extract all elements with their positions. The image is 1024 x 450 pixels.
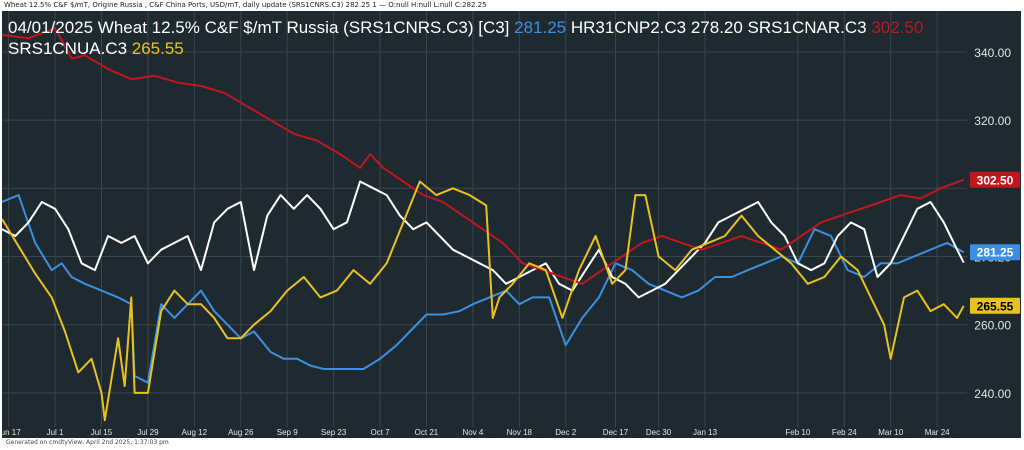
legend-title-text: 04/01/2025 Wheat 12.5% C&F $/mT Russia (… [8,18,514,37]
series-line-srs1cnua-c3 [2,180,965,422]
y-tick-label: 260.00 [974,319,1011,333]
x-tick-label: Nov 4 [462,428,483,437]
legend-value-yellow: 265.55 [132,39,184,58]
x-tick-label: Jul 15 [91,428,113,437]
series-line-hr31cnp2-c3 [2,180,965,299]
x-tick-label: Jan 13 [693,428,718,437]
x-tick-label: Oct 21 [415,428,439,437]
legend-line-1: 04/01/2025 Wheat 12.5% C&F $/mT Russia (… [8,18,923,37]
x-tick-label: Feb 10 [785,428,810,437]
series-layer [2,27,965,422]
x-axis-labels: Jun 17 Jul 1 Jul 15 Jul 29 Aug 12 Aug 26 Sep 9… [2,428,950,437]
legend-value-blue: 281.25 [514,18,566,37]
chart-background [2,11,1021,438]
x-tick-label: Jun 17 [2,428,21,437]
y-tick-label: 320.00 [974,114,1011,128]
last-value-badge [970,171,1020,188]
x-tick-label: Feb 24 [832,428,857,437]
x-tick-label: Dec 17 [603,428,629,437]
x-tick-label: Aug 12 [182,428,208,437]
x-tick-label: Oct 7 [370,428,390,437]
series-line-srs1cnar-c3 [2,27,965,285]
legend-line-2: SRS1CNUA.C3 265.55 [8,39,184,58]
x-tick-label: Sep 9 [277,428,298,437]
last-value-badges: 302.50 281.25 265.55 [970,171,1020,314]
x-gridlines [8,11,938,427]
legend-series-ua: SRS1CNUA.C3 [8,39,132,58]
chart-info-bar: Wheat 12.5% C&F $/mT, Origine Russia , C… [0,0,1024,11]
y-axis-panel [967,11,1021,438]
last-value-badge-label: 281.25 [977,246,1014,260]
x-tick-label: Sep 23 [321,428,347,437]
legend-value-red: 302.50 [871,18,923,37]
x-tick-label: Mar 24 [925,428,950,437]
last-value-badge-label: 265.55 [977,299,1014,313]
x-tick-label: Aug 26 [228,428,254,437]
x-tick-label: Jul 29 [137,428,159,437]
x-tick-label: Jul 1 [47,428,64,437]
generated-footer: Generated on cmdtyView, April 2nd 2025, … [6,439,169,446]
last-value-badge [970,244,1020,261]
last-value-badge-label: 302.50 [977,173,1014,187]
x-tick-label: Dec 30 [646,428,672,437]
legend-series-text: HR31CNP2.C3 278.20 SRS1CNAR.C3 [566,18,871,37]
y-tick-label: 340.00 [974,46,1011,60]
y-gridlines [2,51,967,394]
x-tick-label: Nov 18 [507,428,533,437]
x-tick-label: Dec 2 [555,428,576,437]
x-tick-label: Mar 10 [878,428,903,437]
last-value-badge [970,297,1020,314]
y-tick-label: 240.00 [974,387,1011,401]
